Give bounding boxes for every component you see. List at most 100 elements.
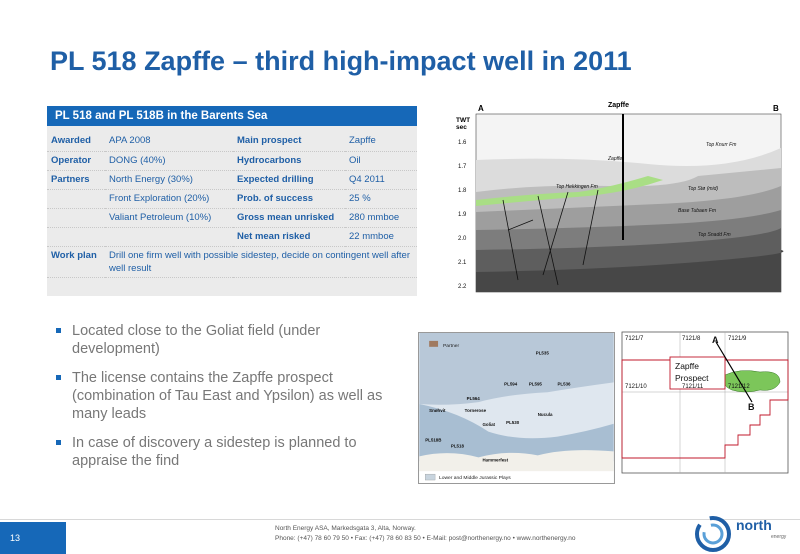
seismic-tick-label: 1.8 bbox=[458, 188, 467, 194]
table-cell-v2: 22 mmboe bbox=[345, 227, 417, 247]
regional-map: Partner PL535 PL594 PL595 PL536 PL564 PL530 PL… bbox=[418, 332, 615, 484]
map1-label: Snøhvit bbox=[429, 408, 446, 413]
map1-label: Nucula bbox=[538, 412, 553, 417]
footer-address: North Energy ASA, Markedsgata 3, Alta, N… bbox=[275, 525, 416, 532]
table-cell-k2: Hydrocarbons bbox=[233, 151, 345, 171]
seismic-sec: sec bbox=[456, 124, 467, 131]
bullet-square-icon bbox=[56, 375, 61, 380]
seismic-tick-label: 1.6 bbox=[458, 140, 467, 146]
seismic-tick-label: 2.1 bbox=[458, 260, 467, 266]
bullet-item: The license contains the Zapffe prospect… bbox=[54, 369, 399, 423]
bullet-text: Located close to the Goliat field (under… bbox=[72, 323, 321, 357]
seismic-well-label: Zapffe bbox=[608, 102, 629, 109]
table-cell-v1 bbox=[105, 227, 233, 247]
map1-label: Hammerfest bbox=[482, 457, 508, 462]
table-row: Awarded APA 2008 Main prospect Zapffe bbox=[47, 132, 417, 152]
map1-legend-partner: Partner bbox=[443, 343, 460, 349]
license-info-table: PL 518 and PL 518B in the Barents Sea Aw… bbox=[47, 106, 417, 296]
map1-label: PL535 bbox=[536, 351, 550, 356]
map1-label: PL595 bbox=[529, 381, 543, 386]
table-row: Operator DONG (40%) Hydrocarbons Oil bbox=[47, 151, 417, 171]
bullet-item: In case of discovery a sidestep is plann… bbox=[54, 434, 399, 470]
seismic-twt: TWT bbox=[456, 117, 470, 124]
workplan-value: Drill one firm well with possible sidest… bbox=[105, 246, 417, 278]
license-table: Awarded APA 2008 Main prospect Zapffe Operat… bbox=[47, 132, 417, 278]
seismic-horizon-label: Base Tubaen Fm bbox=[678, 208, 716, 214]
map2-block-label: 7121/12 bbox=[728, 384, 750, 390]
seismic-label-a: A bbox=[478, 104, 484, 113]
bullet-list: Located close to the Goliat field (under… bbox=[54, 322, 399, 481]
footer-contact: North Energy ASA, Markedsgata 3, Alta, N… bbox=[275, 524, 575, 544]
map1-label: PL518B bbox=[425, 438, 441, 443]
table-cell-k1: Operator bbox=[47, 151, 105, 171]
table-row: Front Exploration (20%) Prob. of success 2… bbox=[47, 189, 417, 209]
table-cell-v2: 25 % bbox=[345, 189, 417, 209]
seismic-horizon-label: Top Stø (mid) bbox=[688, 186, 718, 192]
table-cell-v1: APA 2008 bbox=[105, 132, 233, 152]
bullet-text: The license contains the Zapffe prospect… bbox=[72, 370, 383, 422]
map1-legend-plays: Lower and Middle Jurassic Plays bbox=[439, 475, 511, 481]
map2-label-a: A bbox=[712, 335, 719, 345]
map1-label: Tornerose bbox=[465, 408, 487, 413]
table-cell-v2: 280 mmboe bbox=[345, 208, 417, 228]
map1-label: PL564 bbox=[467, 396, 481, 401]
seismic-tick-label: 1.9 bbox=[458, 212, 467, 218]
map1-label: Goliat bbox=[482, 422, 495, 427]
table-cell-k2: Gross mean unrisked bbox=[233, 208, 345, 228]
map2-block-label: 7121/10 bbox=[625, 384, 647, 390]
table-cell-v1: North Energy (30%) bbox=[105, 170, 233, 190]
table-cell-k1 bbox=[47, 227, 105, 247]
seismic-tick-label: 2.0 bbox=[458, 236, 467, 242]
seismic-y-ticks: 1.6 1.7 1.8 1.9 2.0 2.1 2.2 bbox=[458, 140, 467, 290]
table-cell-v1: Valiant Petroleum (10%) bbox=[105, 208, 233, 228]
map1-label: PL518 bbox=[451, 443, 465, 448]
seismic-section: A B Zapffe TWT sec 1.6 1.7 1.8 1.9 2.0 2.1 2.2… bbox=[456, 102, 784, 293]
seismic-label-b: B bbox=[773, 104, 779, 113]
map2-block-label: 7121/11 bbox=[682, 384, 704, 390]
seismic-horizon-label: Top Knurr Fm bbox=[706, 142, 736, 148]
workplan-key: Work plan bbox=[47, 246, 105, 278]
seismic-tick-label: 2.2 bbox=[458, 284, 467, 290]
map1-label: PL530 bbox=[506, 420, 520, 425]
map2-block-label: 7121/7 bbox=[625, 336, 644, 342]
table-cell-k1: Partners bbox=[47, 170, 105, 190]
table-cell-v2: Oil bbox=[345, 151, 417, 171]
map2-block-label: 7121/9 bbox=[728, 336, 747, 342]
table-cell-k1: Awarded bbox=[47, 132, 105, 152]
seismic-horizon-label: Top Snadd Fm bbox=[698, 232, 731, 238]
footer-phone: Phone: (+47) 78 60 79 50 • Fax: (+47) 78… bbox=[275, 535, 576, 542]
seismic-horizon-label: Top Hekkingen Fm bbox=[556, 184, 598, 190]
seismic-tick-label: 1.7 bbox=[458, 164, 467, 170]
table-row: Valiant Petroleum (10%) Gross mean unrisk… bbox=[47, 208, 417, 228]
table-cell-k2: Expected drilling bbox=[233, 170, 345, 190]
bullet-text: In case of discovery a sidestep is plann… bbox=[72, 435, 357, 469]
table-row: Net mean risked 22 mmboe bbox=[47, 227, 417, 247]
table-cell-v2: Q4 2011 bbox=[345, 170, 417, 190]
map2-block-label: 7121/8 bbox=[682, 336, 701, 342]
footer-divider bbox=[0, 519, 800, 520]
table-cell-k2: Net mean risked bbox=[233, 227, 345, 247]
bullet-square-icon bbox=[56, 328, 61, 333]
table-cell-v1: Front Exploration (20%) bbox=[105, 189, 233, 209]
table-cell-k1 bbox=[47, 208, 105, 228]
logo-subtext: energy bbox=[771, 534, 787, 540]
map1-label: PL536 bbox=[557, 381, 571, 386]
table-cell-v1: DONG (40%) bbox=[105, 151, 233, 171]
logo-text: north bbox=[736, 517, 772, 533]
page-number: 13 bbox=[0, 522, 66, 554]
table-cell-k2: Prob. of success bbox=[233, 189, 345, 209]
table-cell-v2: Zapffe bbox=[345, 132, 417, 152]
table-header: PL 518 and PL 518B in the Barents Sea bbox=[47, 106, 417, 126]
slide-title: PL 518 Zapffe – third high-impact well i… bbox=[50, 46, 632, 76]
map2-prospect-line2: Prospect bbox=[675, 373, 709, 383]
bullet-square-icon bbox=[56, 440, 61, 445]
map2-label-b: B bbox=[748, 402, 755, 412]
table-row: Partners North Energy (30%) Expected drill… bbox=[47, 170, 417, 190]
table-cell-k1 bbox=[47, 189, 105, 209]
table-cell-k2: Main prospect bbox=[233, 132, 345, 152]
north-energy-logo-icon bbox=[695, 516, 731, 552]
seismic-horizon-label: Zapffe bbox=[607, 156, 622, 162]
map1-label: PL594 bbox=[504, 381, 518, 386]
table-row-workplan: Work plan Drill one firm well with possib… bbox=[47, 246, 417, 278]
